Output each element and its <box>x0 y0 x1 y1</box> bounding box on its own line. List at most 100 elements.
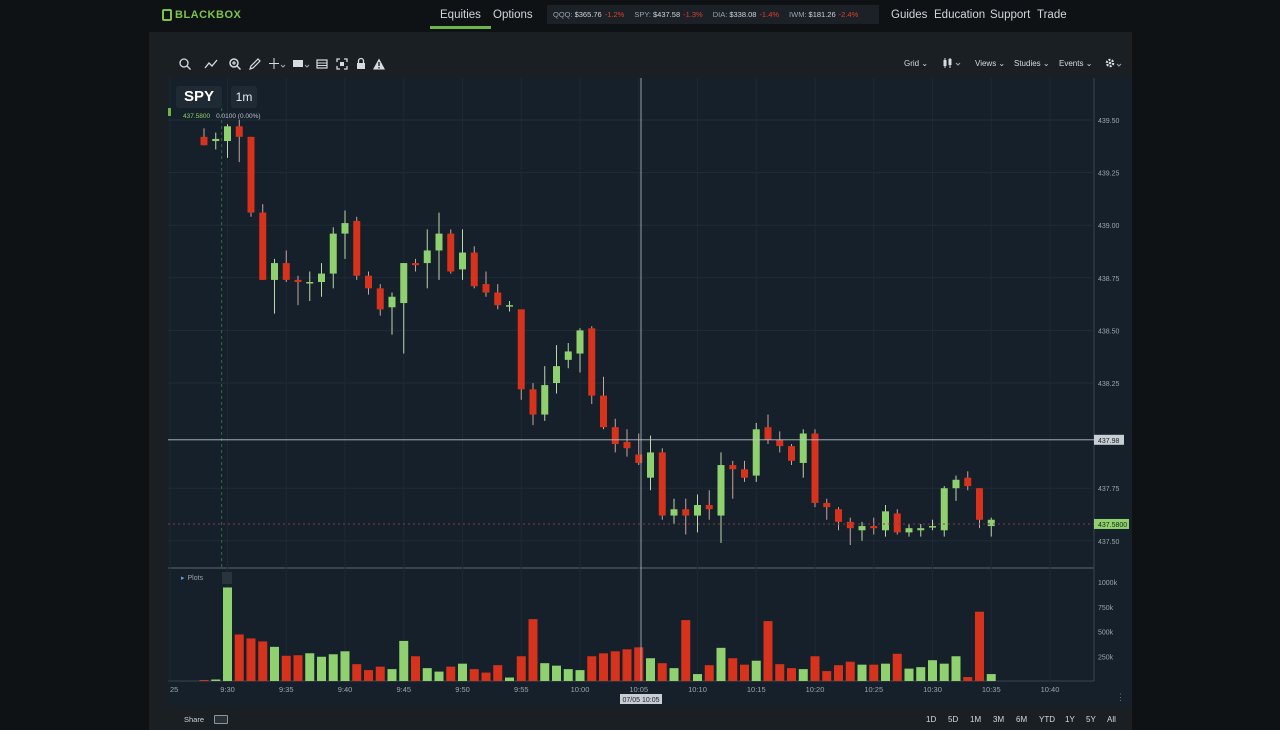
nav-guides[interactable]: Guides <box>891 9 928 21</box>
candle-body <box>964 477 972 487</box>
volume-bar <box>411 656 420 681</box>
candle-body <box>788 446 795 461</box>
share-button[interactable]: Share <box>184 715 205 724</box>
fullscreen-icon[interactable] <box>335 57 349 71</box>
table-icon[interactable] <box>315 57 329 71</box>
symbol-badge[interactable]: SPY <box>176 86 223 108</box>
volume-bar <box>469 669 479 681</box>
axes: 439.50 439.25 439.00 438.75 438.50 438.25 437.… <box>170 118 1120 694</box>
volume-bar <box>928 660 937 681</box>
candle-body <box>846 521 854 529</box>
volume-bar <box>986 674 996 681</box>
keyboard-icon[interactable] <box>214 715 228 724</box>
range-all[interactable]: All <box>1107 715 1116 724</box>
gear-icon[interactable] <box>1104 56 1122 72</box>
candle-body <box>870 526 878 529</box>
range-1y[interactable]: 1Y <box>1065 715 1075 724</box>
nav-trade[interactable]: Trade <box>1037 9 1067 21</box>
grid-menu[interactable]: Grid ⌄ <box>904 59 929 68</box>
range-1d[interactable]: 1D <box>926 715 937 724</box>
volume-bar <box>434 671 444 681</box>
range-1m[interactable]: 1M <box>970 715 982 724</box>
candle-body <box>318 273 325 283</box>
candle-body <box>905 528 913 533</box>
volume-bar <box>540 663 550 681</box>
plot-area[interactable] <box>168 78 1131 706</box>
range-5y[interactable]: 5Y <box>1086 715 1096 724</box>
quote-line: 437.5800 0.0100 (0.00%) <box>183 113 261 120</box>
nav-support[interactable]: Support <box>990 9 1031 21</box>
tab-options[interactable]: Options <box>493 9 533 21</box>
change-text: 0.0100 (0.00%) <box>216 113 261 120</box>
crosshair-icon[interactable] <box>268 57 286 71</box>
events-menu[interactable]: Events ⌄ <box>1059 59 1093 68</box>
volume-tick-label: 750k <box>1098 605 1114 612</box>
candle-body <box>447 233 455 272</box>
candle-body <box>858 526 866 531</box>
pencil-icon[interactable] <box>248 57 262 71</box>
candle-body <box>506 305 513 307</box>
chart-toolbar: Grid ⌄ Views ⌄ Studies ⌄ Events ⌄ <box>168 52 1131 76</box>
volume-bar <box>258 641 268 681</box>
volume-bar <box>481 672 491 681</box>
trendline-icon[interactable] <box>204 57 218 71</box>
ticker-spy[interactable]: SPY: $437.58 -1.3% <box>634 10 703 19</box>
volume-tick-label: 500k <box>1098 630 1114 637</box>
comment-icon[interactable] <box>292 57 310 71</box>
candle-body <box>835 509 842 522</box>
candle-body <box>564 351 572 360</box>
volume-bar <box>587 656 597 681</box>
candle-body <box>752 429 760 476</box>
range-6m[interactable]: 6M <box>1016 715 1028 724</box>
lock-icon[interactable] <box>354 57 368 71</box>
candle-body <box>224 126 231 142</box>
time-tick-label: 10:05 <box>629 685 648 694</box>
candle-body <box>282 263 290 280</box>
range-3m[interactable]: 3M <box>993 715 1005 724</box>
resize-handle-icon: ⋮ <box>1116 692 1125 702</box>
volume-bar <box>563 669 573 681</box>
volume-bar <box>939 663 949 681</box>
zoom-icon[interactable] <box>228 57 242 71</box>
crosshair-price-tag <box>1094 434 1124 445</box>
nav-education[interactable]: Education <box>934 9 986 21</box>
chart-type-icon[interactable] <box>942 57 962 71</box>
volume-bar <box>822 671 832 681</box>
volume-bar <box>270 646 279 681</box>
candle-body <box>388 296 396 308</box>
candle-body <box>588 328 596 396</box>
warning-icon[interactable] <box>372 57 386 71</box>
candle-body <box>729 465 737 470</box>
ticker-qqq[interactable]: QQQ: $365.76 -1.2% <box>553 10 625 19</box>
ticker-dia[interactable]: DIA: $338.08 -1.4% <box>712 10 780 19</box>
views-menu[interactable]: Views ⌄ <box>975 59 1006 68</box>
volume-bar <box>317 656 326 681</box>
search-icon[interactable] <box>178 57 192 71</box>
timeframe-badge[interactable]: 1m <box>231 86 257 108</box>
ticker-iwm[interactable]: IWM: $181.26 -2.4% <box>789 10 859 19</box>
volume-bar <box>234 634 244 681</box>
volume-bar <box>834 665 843 681</box>
studies-menu[interactable]: Studies ⌄ <box>1014 59 1050 68</box>
range-5d[interactable]: 5D <box>948 715 959 724</box>
volume-bar <box>399 640 409 681</box>
candle-body <box>247 136 255 213</box>
candle-body <box>200 136 208 146</box>
candle-body <box>682 509 690 516</box>
time-tick-label: 10:25 <box>864 685 883 694</box>
time-tick-label: 9:45 <box>396 685 411 694</box>
time-tick-label: 10:20 <box>806 685 825 694</box>
candle-body <box>459 252 466 270</box>
tab-equities[interactable]: Equities <box>430 9 491 29</box>
candle-body <box>717 465 725 516</box>
candle-body <box>893 513 901 533</box>
volume-bar <box>728 658 738 681</box>
volume-bar <box>810 656 820 681</box>
volume-bar <box>845 661 855 681</box>
range-ytd[interactable]: YTD <box>1039 715 1055 724</box>
candle-body <box>306 282 314 284</box>
plots-toggle[interactable]: ▸ Plots <box>181 575 204 582</box>
volume-bar <box>763 621 773 681</box>
blackbox-logo[interactable]: BLACKBOX <box>162 7 241 23</box>
